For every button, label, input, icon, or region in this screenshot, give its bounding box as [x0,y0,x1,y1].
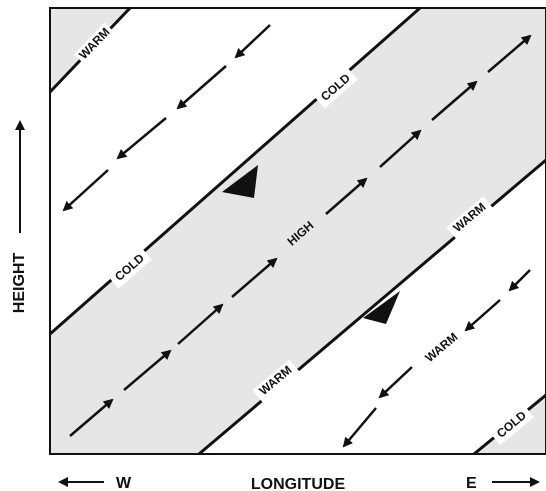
upper-westward-flow [62,24,271,212]
height-axis: HEIGHT [11,120,28,314]
longitude-axis-label: LONGITUDE [251,476,346,491]
east-label: E [466,475,477,491]
west-label: W [116,475,132,491]
lower-westward-flow [342,269,531,448]
longitude-axis: W LONGITUDE E [58,475,540,491]
lower-trough-axis-arrow [363,291,400,324]
central-eastward-flow [69,34,532,437]
central-shaded-band [50,8,546,454]
height-axis-label: HEIGHT [11,253,28,314]
line-label-gaps [73,22,534,446]
plot-frame [49,7,546,455]
label-bottom-warm: WARM [422,330,460,365]
upper-trough-axis-arrow [222,165,258,198]
